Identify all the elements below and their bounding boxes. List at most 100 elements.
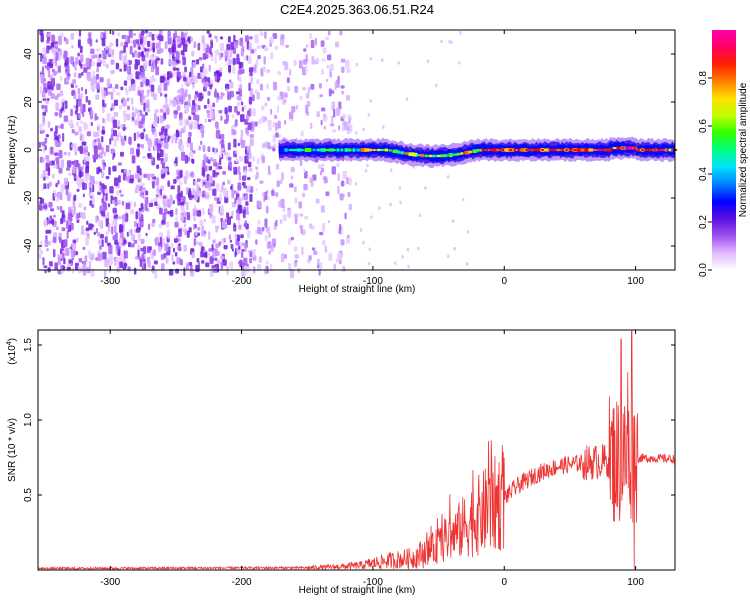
spectrogram-noise-cell (389, 168, 393, 172)
spectrogram-noise-cell (109, 43, 114, 47)
spectrogram-noise-cell (53, 164, 58, 169)
spectrogram-noise-cell (114, 240, 119, 245)
spectrogram-noise-cell (271, 238, 277, 246)
spectrogram-noise-cell (175, 216, 178, 222)
spectrogram-noise-cell (222, 188, 228, 196)
spectrogram-noise-cell (99, 187, 103, 191)
spectrogram-noise-cell (60, 123, 64, 130)
spectrogram-noise-cell (278, 200, 283, 208)
spectrogram-noise-cell (268, 126, 272, 131)
spectrogram-noise-cell (119, 238, 123, 243)
spectrogram-noise-cell (240, 139, 246, 148)
spectrogram-noise-cell (309, 177, 314, 183)
spectrogram-noise-cell (116, 266, 120, 273)
spectrogram-noise-cell (347, 234, 350, 238)
spectrogram-noise-cell (229, 90, 234, 98)
spectrogram-noise-cell (148, 31, 152, 38)
spectrogram-noise-cell (266, 83, 269, 90)
spectrogram-noise-cell (204, 165, 208, 172)
spectrogram-noise-cell (258, 118, 262, 125)
spectrogram-noise-cell (113, 225, 117, 233)
spectrogram-noise-cell (272, 134, 276, 143)
spectrogram-noise-cell (57, 254, 62, 258)
spectrogram-noise-cell (159, 108, 164, 113)
spectrogram-noise-cell (239, 155, 244, 162)
spectrogram-noise-cell (123, 80, 128, 86)
spectrogram-noise-cell (148, 47, 153, 52)
spectrogram-noise-cell (127, 35, 131, 44)
spectrogram-noise-cell (55, 102, 60, 112)
spectrogram-noise-cell (180, 212, 184, 216)
spectrogram-noise-cell (114, 177, 119, 187)
spectrogram-noise-cell (87, 99, 91, 106)
spectrogram-noise-cell (235, 157, 239, 163)
spectrogram-noise-cell (237, 142, 240, 147)
spectrogram-noise-cell (190, 171, 195, 178)
spectrogram-noise-cell (58, 149, 63, 159)
spectrogram-noise-cell (175, 130, 180, 138)
spectrogram-noise-cell (63, 177, 69, 186)
spectrogram-noise-cell (136, 111, 141, 121)
spectrogram-noise-cell (146, 108, 151, 113)
spectrogram-noise-cell (131, 155, 136, 164)
spectrogram-noise-cell (346, 177, 349, 185)
spectrogram-noise-cell (73, 72, 77, 78)
spectrogram-noise-cell (401, 255, 404, 259)
spectrogram-noise-cell (243, 243, 247, 253)
spectrogram-noise-cell (322, 114, 328, 122)
spectrogram-noise-cell (163, 168, 168, 173)
spectrogram-noise-cell (72, 165, 76, 174)
spectrogram-signal-cell (364, 148, 370, 152)
spectrogram-noise-cell (208, 165, 213, 171)
spectrogram-noise-cell (110, 91, 114, 100)
spectrogram-noise-cell (42, 107, 45, 112)
spectrogram-noise-cell (138, 208, 142, 212)
spectrogram-noise-cell (193, 41, 197, 49)
spectrogram-noise-cell (250, 76, 253, 84)
spectrogram-noise-cell (117, 162, 122, 166)
spectrogram-noise-cell (140, 144, 145, 149)
spectrogram-noise-cell (102, 106, 105, 114)
spectrogram-noise-cell (254, 121, 258, 127)
spectrogram-noise-cell (120, 41, 124, 47)
spectrogram-noise-cell (82, 109, 85, 118)
spectrogram-noise-cell (97, 132, 100, 137)
spectrogram-noise-cell (159, 188, 163, 197)
spectrogram-noise-cell (261, 226, 265, 232)
spectrogram-noise-cell (154, 34, 158, 39)
spectrogram-noise-cell (211, 254, 214, 258)
spectrogram-noise-cell (196, 210, 202, 217)
spectrogram-noise-cell (44, 82, 48, 88)
spectrogram-noise-cell (65, 188, 69, 196)
snr-xtick-label: -200 (232, 577, 252, 588)
spectrogram-xtick-label: -200 (232, 276, 252, 287)
spectrogram-signal-cell (432, 154, 437, 158)
spectrogram-noise-cell (189, 71, 192, 78)
spectrogram-noise-cell (105, 230, 109, 236)
spectrogram-noise-cell (95, 215, 98, 224)
spectrogram-noise-cell (60, 185, 64, 194)
spectrogram-noise-cell (168, 269, 174, 276)
spectrogram-signal-peak (517, 149, 520, 151)
spectrogram-noise-cell (73, 159, 78, 167)
spectrogram-noise-cell (343, 122, 349, 130)
spectrogram-noise-cell (198, 241, 203, 247)
spectrogram-noise-cell (257, 226, 261, 235)
spectrogram-noise-cell (120, 138, 125, 146)
spectrogram-noise-cell (370, 215, 373, 219)
snr-x-axis: -300 -200 -100 0 100 (100, 330, 644, 588)
spectrogram-noise-cell (306, 259, 311, 264)
spectrogram-noise-cell (95, 116, 99, 120)
spectrogram-noise-cell (102, 251, 107, 260)
spectrogram-noise-cell (339, 30, 343, 36)
spectrogram-noise-cell (158, 246, 162, 253)
spectrogram-noise-cell (185, 83, 190, 87)
spectrogram-noise-cell (218, 241, 221, 247)
spectrogram-noise-cell (47, 70, 51, 78)
spectrogram-noise-cell (191, 83, 196, 89)
spectrogram-noise-cell (119, 261, 123, 269)
spectrogram-noise-cell (80, 103, 83, 109)
spectrogram-noise-cell (213, 162, 218, 167)
spectrogram-signal-cell (284, 148, 288, 152)
